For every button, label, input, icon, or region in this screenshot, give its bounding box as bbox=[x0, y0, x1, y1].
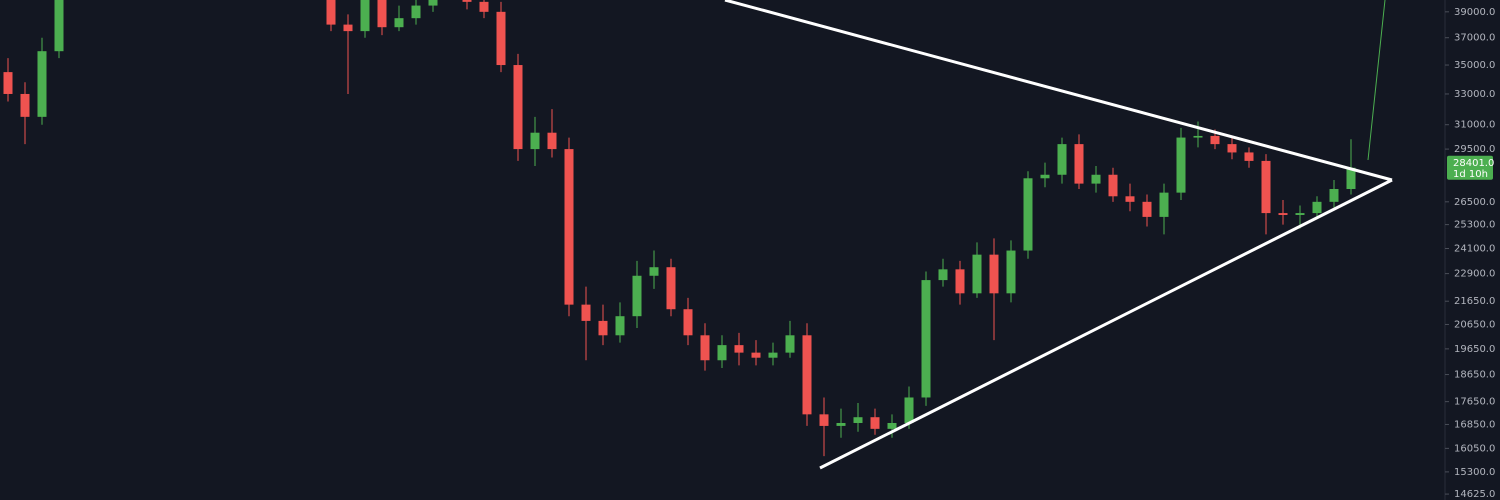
y-tick-label: 20650.0 bbox=[1454, 319, 1495, 330]
candle-body bbox=[1091, 174, 1101, 184]
candle-body bbox=[1159, 192, 1169, 217]
candle-body bbox=[1278, 213, 1288, 215]
countdown-label: 1d 10h bbox=[1453, 169, 1488, 180]
y-tick-label: 39000.0 bbox=[1454, 7, 1495, 18]
candle-body bbox=[615, 316, 625, 336]
projection-line bbox=[1367, 0, 1386, 161]
candle-body bbox=[836, 422, 846, 426]
y-tick-label: 18650.0 bbox=[1454, 370, 1495, 381]
candle-body bbox=[598, 320, 608, 336]
y-tick-label: 16850.0 bbox=[1454, 419, 1495, 430]
y-tick-label: 19650.0 bbox=[1454, 344, 1495, 355]
candle-body bbox=[530, 132, 540, 150]
candle-body bbox=[37, 51, 47, 117]
y-tick-label: 21650.0 bbox=[1454, 296, 1495, 307]
candle-body bbox=[1329, 189, 1339, 202]
candle-body bbox=[547, 132, 557, 150]
candle-body bbox=[768, 352, 778, 358]
y-tick-label: 26500.0 bbox=[1454, 197, 1495, 208]
candle-body bbox=[904, 397, 914, 423]
y-tick-label: 15300.0 bbox=[1454, 467, 1495, 478]
candle-body bbox=[955, 269, 965, 294]
y-tick-label: 22900.0 bbox=[1454, 269, 1495, 280]
candle-body bbox=[1006, 250, 1016, 294]
trend-line bbox=[819, 178, 1393, 470]
price-tag bbox=[1447, 155, 1493, 180]
candle-body bbox=[1023, 178, 1033, 251]
candle-body bbox=[1040, 174, 1050, 179]
candle-body bbox=[377, 0, 387, 28]
candle-body bbox=[989, 254, 999, 294]
candle-body bbox=[870, 417, 880, 429]
candle-body bbox=[751, 352, 761, 358]
candle-body bbox=[853, 417, 863, 423]
y-tick-label: 25300.0 bbox=[1454, 220, 1495, 231]
candle-body bbox=[938, 269, 948, 281]
candle-body bbox=[819, 414, 829, 426]
candle-body bbox=[581, 304, 591, 321]
candle-body bbox=[3, 72, 13, 94]
candle-body bbox=[887, 422, 897, 429]
candle-body bbox=[496, 11, 506, 66]
candle-body bbox=[1057, 144, 1067, 175]
candle-body bbox=[326, 0, 336, 25]
y-tick-label: 16050.0 bbox=[1454, 443, 1495, 454]
candle-body bbox=[1210, 135, 1220, 145]
candle-body bbox=[802, 335, 812, 415]
y-tick-label: 33000.0 bbox=[1454, 89, 1495, 100]
candle-body bbox=[666, 267, 676, 310]
candle-body bbox=[462, 0, 472, 2]
y-tick-label: 31000.0 bbox=[1454, 120, 1495, 131]
candle-body bbox=[1261, 160, 1271, 214]
candle-body bbox=[649, 267, 659, 276]
y-axis: 39000.0 37000.0 35000.0 33000.0 31000.0 29500… bbox=[1445, 7, 1495, 500]
candle-body bbox=[411, 5, 421, 19]
candle-body bbox=[1312, 201, 1322, 214]
plot-area bbox=[3, 0, 1356, 457]
candle-body bbox=[717, 345, 727, 361]
candle-body bbox=[479, 1, 489, 12]
y-tick-label: 24100.0 bbox=[1454, 244, 1495, 255]
y-tick-label: 29500.0 bbox=[1454, 144, 1495, 155]
candle-body bbox=[632, 275, 642, 317]
candle-body bbox=[564, 149, 574, 305]
candle-body bbox=[343, 24, 353, 32]
candle-body bbox=[1295, 213, 1305, 215]
candle-body bbox=[1074, 144, 1084, 184]
candle-body bbox=[1227, 144, 1237, 153]
drawings bbox=[724, 0, 1393, 470]
price-tag-label: 28401.0 bbox=[1453, 158, 1494, 169]
candle-body bbox=[1142, 201, 1152, 217]
candle-body bbox=[1108, 174, 1118, 197]
candle-body bbox=[972, 254, 982, 294]
candle-body bbox=[1125, 196, 1135, 202]
trend-line bbox=[724, 0, 1393, 182]
candle-body bbox=[734, 345, 744, 353]
candle-body bbox=[683, 309, 693, 336]
candle-body bbox=[1176, 137, 1186, 193]
candle-body bbox=[513, 65, 523, 150]
y-tick-label: 35000.0 bbox=[1454, 60, 1495, 71]
candle-body bbox=[428, 0, 438, 6]
candle-body bbox=[785, 335, 795, 353]
candle-body bbox=[1244, 152, 1254, 161]
candle-body bbox=[360, 0, 370, 32]
candle-body bbox=[20, 93, 30, 117]
candle-body bbox=[921, 280, 931, 398]
y-tick-label: 17650.0 bbox=[1454, 397, 1495, 408]
candle-body bbox=[394, 18, 404, 28]
y-tick-label: 37000.0 bbox=[1454, 33, 1495, 44]
candle-body bbox=[1346, 167, 1356, 190]
candle-body bbox=[1193, 135, 1203, 138]
y-tick-label: 14625.0 bbox=[1454, 489, 1495, 500]
candle-body bbox=[700, 335, 710, 361]
candle-body bbox=[54, 0, 64, 52]
